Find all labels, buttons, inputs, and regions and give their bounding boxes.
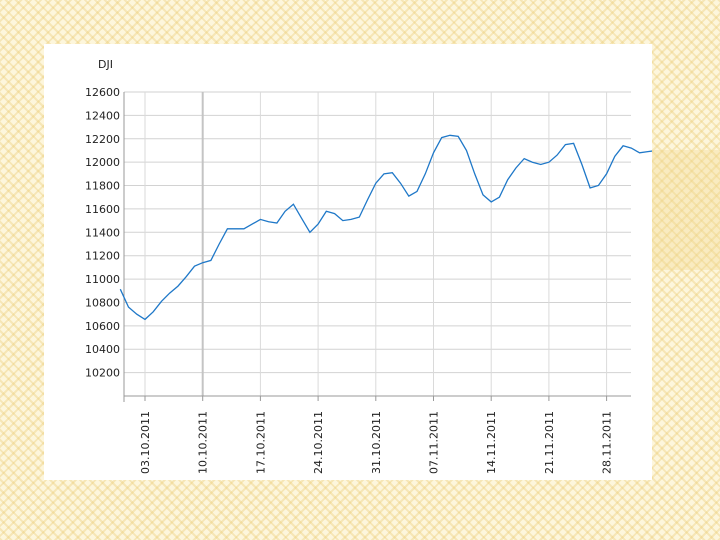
x-tick-label: 03.10.2011: [139, 411, 152, 474]
x-tick-labels: 03.10.2011 10.10.2011 17.10.2011 24.10.2011…: [139, 411, 614, 474]
x-tick-label: 17.10.2011: [254, 411, 267, 474]
y-tick-label: 12400: [85, 109, 120, 122]
x-tick-label: 28.11.2011: [601, 411, 614, 474]
chart-panel: DJI 10200 10400 10600 10800 11000 11200 11400 1…: [44, 44, 720, 480]
y-tick-label: 10800: [85, 296, 120, 309]
y-tick-label: 11400: [85, 226, 120, 239]
y-tick-label: 10600: [85, 320, 120, 333]
x-tick-label: 24.10.2011: [312, 411, 325, 474]
x-tick-marks: [144, 396, 608, 401]
y-tick-label: 11200: [85, 250, 120, 263]
y-tick-label: 10200: [85, 367, 120, 380]
x-tick-label: 21.11.2011: [543, 411, 556, 474]
y-tick-label: 10400: [85, 343, 120, 356]
y-tick-labels: 10200 10400 10600 10800 11000 11200 11400 11600…: [85, 86, 120, 380]
y-axis-title: DJI: [98, 58, 113, 71]
y-tick-label: 12000: [85, 156, 120, 169]
y-tick-label: 11600: [85, 203, 120, 216]
y-gridlines: [124, 91, 631, 374]
y-tick-label: 11000: [85, 273, 120, 286]
x-gridlines: [123, 92, 608, 402]
y-tick-label: 11800: [85, 180, 120, 193]
x-tick-label: 07.11.2011: [428, 411, 441, 474]
dji-line-chart: DJI 102001040010600108001100011200114001…: [85, 58, 720, 474]
y-tick-label: 12200: [85, 133, 120, 146]
x-tick-label: 31.10.2011: [370, 411, 383, 474]
dji-series-line: [119, 134, 720, 321]
x-tick-label: 14.11.2011: [485, 411, 498, 474]
y-tick-label: 12600: [85, 86, 120, 99]
x-tick-label: 10.10.2011: [197, 411, 210, 474]
